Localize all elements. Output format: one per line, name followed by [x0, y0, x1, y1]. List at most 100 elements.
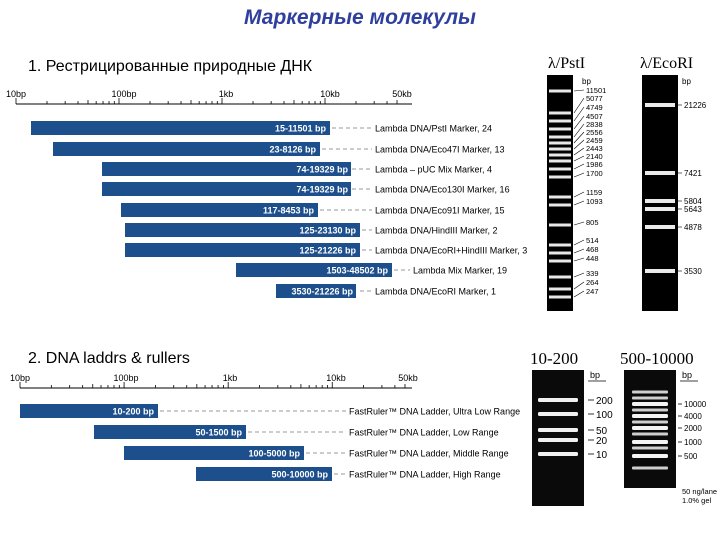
band-label: 2838 [586, 120, 603, 129]
band-pointer [573, 139, 585, 150]
band-label: 514 [586, 236, 599, 245]
marker-name: Lambda DNA/HindIII Marker, 2 [375, 226, 498, 236]
gel-bands [632, 390, 682, 470]
gel-band [549, 243, 571, 247]
scale-label: 1kb [223, 373, 238, 383]
scale-label: 50kb [392, 89, 412, 99]
band-label: 1000 [684, 438, 702, 447]
gel-band [549, 111, 571, 115]
section1-scale: 10bp 100bp 1kb 10kb 50kb [6, 89, 412, 105]
band-label: 2459 [586, 136, 603, 145]
scale-label: 100bp [111, 89, 136, 99]
section1-heading: 1. Рестрицированные природные ДНК [28, 58, 313, 75]
gel-band [549, 287, 571, 291]
band-label: 4000 [684, 412, 702, 421]
range-bar [53, 142, 320, 156]
band-label: 20 [596, 436, 608, 447]
gel-band [645, 199, 675, 203]
gel-band [549, 295, 571, 299]
range-label: 125-21226 bp [299, 246, 356, 256]
range-bar [94, 425, 246, 439]
unit-label: bp [582, 77, 591, 86]
gel-band [549, 147, 571, 151]
marker-name: Lambda DNA/Eco47I Marker, 13 [375, 145, 505, 155]
page-title: Маркерные молекулы [244, 6, 476, 29]
gel-eco: bp 21226 7421 5804 5643 4878 3530 [642, 75, 707, 311]
band-pointer [573, 281, 585, 290]
section2-scale: 10bp 100bp 1kb 10kb 50kb [10, 373, 418, 389]
band-label: 339 [586, 269, 599, 278]
band-pointer [573, 172, 585, 178]
band-label: 5077 [586, 94, 603, 103]
range-bar [236, 263, 392, 277]
marker-name: Lambda DNA/EcoRI Marker, 1 [375, 287, 496, 297]
band-label: 50 [596, 426, 608, 437]
range-label: 10-200 bp [112, 407, 154, 417]
scale-label: 1kb [219, 89, 234, 99]
gel-band [632, 446, 668, 450]
gel-band [549, 259, 571, 263]
gel-bands [538, 398, 594, 456]
gel-band [549, 153, 571, 157]
band-label: 2140 [586, 152, 603, 161]
band-label: 264 [586, 278, 599, 287]
marker-name: FastRuler™ DNA Ladder, Ultra Low Range [349, 407, 520, 417]
band-pointer [573, 123, 585, 138]
range-bar [125, 243, 360, 257]
band-labels: 200 100 50 20 10 [596, 396, 613, 461]
band-label: 200 [596, 396, 613, 407]
marker-row: 125-23130 bp Lambda DNA/HindIII Marker, … [125, 223, 498, 237]
band-labels: 21226 7421 5804 5643 4878 3530 [684, 101, 707, 276]
band-label: 1159 [586, 188, 602, 197]
band-label: 2443 [586, 144, 603, 153]
gel-band [538, 398, 578, 402]
band-label: 5804 [684, 197, 702, 206]
marker-name: FastRuler™ DNA Ladder, High Range [349, 470, 501, 480]
gel-band [632, 396, 668, 400]
band-pointer [573, 115, 585, 130]
marker-name: FastRuler™ DNA Ladder, Middle Range [349, 449, 509, 459]
range-label: 3530-21226 bp [291, 287, 353, 297]
gel-bands [645, 103, 682, 273]
gel-band [632, 432, 668, 436]
gel-band [549, 203, 571, 207]
band-label: 2000 [684, 424, 702, 433]
band-label: 7421 [684, 169, 702, 178]
range-bar [196, 467, 332, 481]
range-bar [125, 223, 360, 237]
marker-row: 1503-48502 bp Lambda Mix Marker, 19 [236, 263, 507, 277]
scale-label: 10bp [6, 89, 26, 99]
marker-row: 125-21226 bp Lambda DNA/EcoRI+HindIII Ma… [125, 243, 527, 257]
marker-row: 50-1500 bp FastRuler™ DNA Ladder, Low Ra… [94, 425, 499, 439]
gel-band [632, 466, 668, 470]
marker-name: FastRuler™ DNA Ladder, Low Range [349, 428, 499, 438]
scale-label: 10bp [10, 373, 30, 383]
gel-band [549, 275, 571, 279]
range-label: 50-1500 bp [195, 428, 242, 438]
gel-band [645, 103, 675, 107]
marker-name: Lambda DNA/PstI Marker, 24 [375, 124, 492, 134]
marker-row: 15-11501 bp Lambda DNA/PstI Marker, 24 [31, 121, 492, 135]
scale-ticks [19, 382, 406, 388]
range-bar [121, 203, 318, 217]
band-pointer [573, 239, 585, 246]
range-bar [31, 121, 330, 135]
unit-label: bp [590, 370, 600, 380]
band-label: 3530 [684, 267, 702, 276]
gel-band [632, 390, 668, 394]
band-label: 1986 [586, 160, 603, 169]
gel-band [632, 408, 668, 412]
gel-band [645, 269, 675, 273]
gel-lane [642, 75, 678, 311]
gel-ulr: bp 200 100 50 20 10 [532, 370, 613, 506]
gel-band [549, 89, 571, 93]
band-label: 4878 [684, 223, 702, 232]
band-pointer [573, 147, 585, 156]
band-label: 21226 [684, 101, 707, 110]
band-label: 100 [596, 410, 613, 421]
range-label: 74-19329 bp [296, 165, 348, 175]
section2-heading: 2. DNA laddrs & rullers [28, 350, 190, 367]
range-bar [276, 284, 356, 298]
section1-diagram: 10bp 100bp 1kb 10kb 50kb 15-11501 bp Lam… [6, 89, 527, 298]
scale-label: 100bp [113, 373, 138, 383]
